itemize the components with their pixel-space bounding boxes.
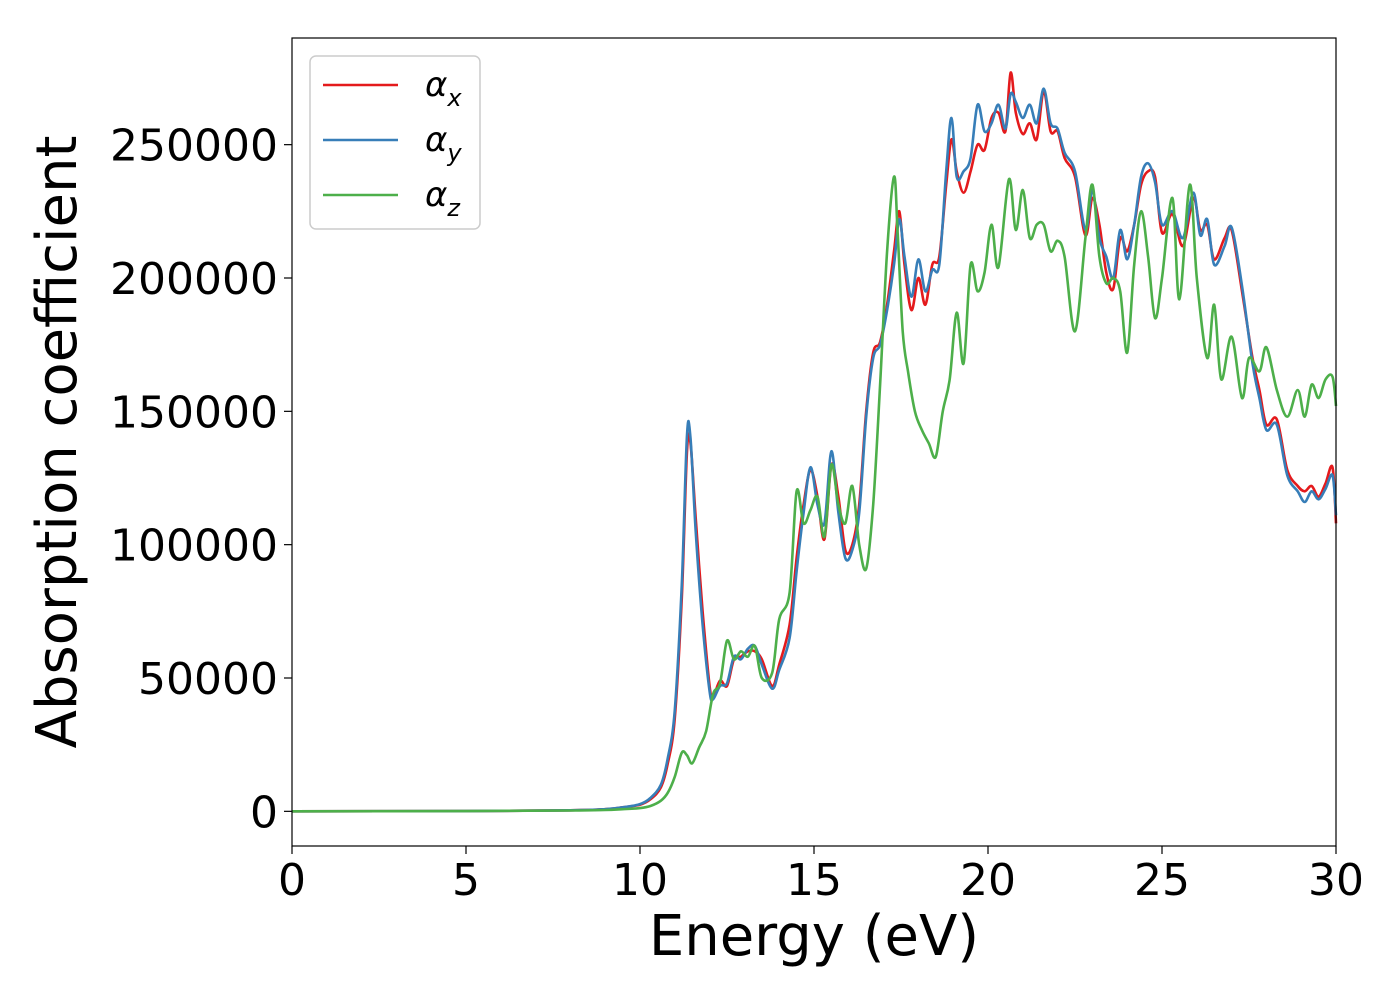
x-axis: 0 5 10 15 20 25 30 [278, 846, 1364, 906]
y-tick-label: 0 [250, 787, 278, 838]
x-tick-label: 5 [452, 855, 480, 906]
series-line-y [291, 87, 1338, 813]
series-layer [291, 71, 1338, 813]
y-tick-label: 150000 [110, 387, 278, 438]
x-axis-title: Energy (eV) [649, 904, 979, 969]
x-tick-label: 10 [612, 855, 668, 906]
x-tick-label: 30 [1308, 855, 1364, 906]
x-tick-label: 25 [1134, 855, 1190, 906]
y-axis: 0 50000 100000 150000 200000 250000 [110, 121, 292, 838]
x-tick-label: 0 [278, 855, 306, 906]
x-tick-label: 15 [786, 855, 842, 906]
y-axis-title: Absorption coefficient [25, 136, 90, 749]
series-line-z [291, 175, 1338, 813]
y-tick-label: 50000 [138, 654, 278, 705]
x-tick-label: 20 [960, 855, 1016, 906]
y-tick-label: 250000 [110, 121, 278, 172]
legend-box [309, 55, 481, 230]
y-tick-label: 100000 [110, 521, 278, 572]
y-tick-label: 200000 [110, 254, 278, 305]
